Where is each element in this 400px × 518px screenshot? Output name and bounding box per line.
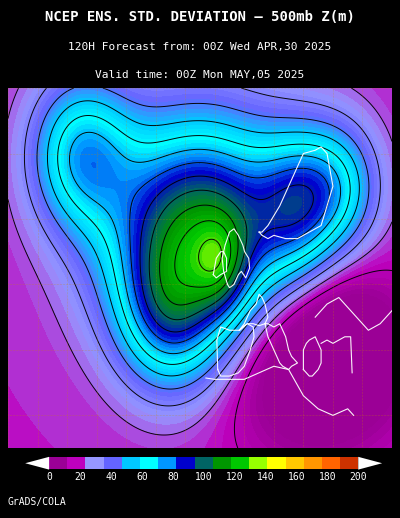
Bar	[304, 457, 322, 469]
Bar	[340, 457, 358, 469]
Bar	[231, 457, 249, 469]
Bar	[286, 457, 304, 469]
Text: 20: 20	[74, 472, 86, 482]
Text: 40: 40	[105, 472, 117, 482]
Bar	[104, 457, 122, 469]
Bar	[67, 457, 86, 469]
Text: 140: 140	[257, 472, 274, 482]
Text: 0: 0	[46, 472, 52, 482]
Bar	[140, 457, 158, 469]
Bar	[86, 457, 104, 469]
Text: 60: 60	[136, 472, 148, 482]
Polygon shape	[25, 457, 49, 470]
Text: 120: 120	[226, 472, 244, 482]
Text: NCEP ENS. STD. DEVIATION – 500mb Z(m): NCEP ENS. STD. DEVIATION – 500mb Z(m)	[45, 10, 355, 24]
Text: 160: 160	[288, 472, 305, 482]
Text: 200: 200	[350, 472, 367, 482]
Text: 180: 180	[318, 472, 336, 482]
Bar	[49, 457, 67, 469]
Bar	[194, 457, 213, 469]
Text: Valid time: 00Z Mon MAY,05 2025: Valid time: 00Z Mon MAY,05 2025	[95, 70, 305, 80]
Bar	[249, 457, 267, 469]
Bar	[213, 457, 231, 469]
Bar	[176, 457, 194, 469]
Text: GrADS/COLA: GrADS/COLA	[8, 497, 67, 508]
Text: 80: 80	[167, 472, 179, 482]
Bar	[158, 457, 176, 469]
Polygon shape	[358, 457, 382, 470]
Bar	[122, 457, 140, 469]
Text: 100: 100	[195, 472, 212, 482]
Bar	[267, 457, 286, 469]
Text: 120H Forecast from: 00Z Wed APR,30 2025: 120H Forecast from: 00Z Wed APR,30 2025	[68, 42, 332, 52]
Bar	[322, 457, 340, 469]
